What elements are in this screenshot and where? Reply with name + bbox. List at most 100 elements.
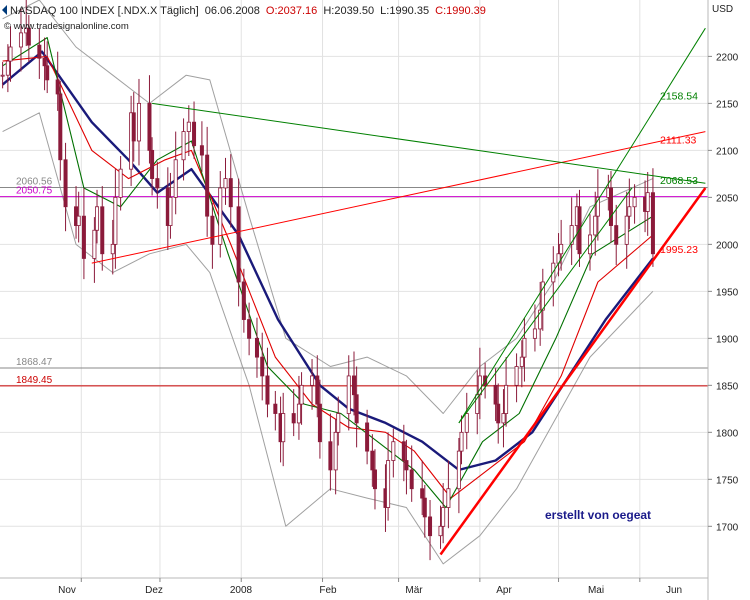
candle-body bbox=[205, 154, 210, 217]
candle bbox=[404, 439, 409, 495]
candle-body bbox=[236, 206, 241, 283]
candle-body bbox=[168, 196, 173, 226]
candle-body bbox=[493, 384, 498, 405]
candle-body bbox=[624, 215, 629, 245]
y-tick-label: 2050 bbox=[716, 193, 739, 204]
y-tick-label: 1800 bbox=[716, 428, 739, 439]
candle bbox=[265, 347, 270, 418]
candle-body bbox=[614, 225, 619, 245]
level-label: 1868.47 bbox=[16, 357, 53, 368]
candle-body bbox=[131, 112, 136, 142]
candle-body bbox=[438, 525, 443, 537]
candle-body bbox=[496, 403, 501, 424]
candle-body bbox=[464, 413, 469, 433]
candle bbox=[299, 372, 304, 425]
candle-body bbox=[372, 469, 377, 490]
trendline-label: 2158.54 bbox=[660, 90, 698, 102]
candle-body bbox=[532, 328, 537, 339]
candle bbox=[110, 219, 115, 275]
candle bbox=[113, 169, 118, 269]
candle-body bbox=[354, 394, 359, 424]
candle bbox=[493, 368, 498, 422]
candle bbox=[532, 304, 537, 352]
candle-body bbox=[228, 178, 233, 208]
candle bbox=[173, 131, 178, 215]
candle bbox=[650, 168, 655, 267]
candle-body bbox=[218, 187, 223, 245]
candle-body bbox=[37, 44, 42, 59]
candle bbox=[310, 359, 315, 410]
candle-body bbox=[110, 243, 115, 255]
candle-body bbox=[76, 215, 81, 226]
candle bbox=[441, 483, 446, 544]
candle bbox=[624, 191, 629, 269]
candle-body bbox=[391, 441, 396, 461]
candle-body bbox=[336, 413, 341, 433]
candle-body bbox=[422, 497, 427, 518]
candle bbox=[296, 375, 301, 440]
candle-body bbox=[8, 46, 13, 62]
y-tick-label: 2000 bbox=[716, 240, 739, 251]
candle bbox=[504, 357, 509, 427]
candle bbox=[95, 189, 100, 244]
candle-body bbox=[291, 413, 296, 424]
candle-body bbox=[538, 309, 543, 330]
candle-body bbox=[55, 79, 60, 95]
candle bbox=[595, 169, 600, 241]
y-axis: 1700 1750 1800 1850 1900 1950 2000 2050 2100 2150… bbox=[708, 52, 739, 533]
candle bbox=[475, 370, 480, 435]
candle-body bbox=[155, 178, 160, 189]
candle bbox=[192, 101, 197, 159]
trendline-label: 1995.23 bbox=[660, 244, 698, 256]
candle bbox=[181, 118, 186, 181]
candle bbox=[218, 171, 223, 258]
candle-body bbox=[186, 121, 191, 132]
candle bbox=[150, 137, 155, 196]
x-tick-label: Feb bbox=[319, 585, 337, 596]
header-watermark: © www.tradesignalonline.com bbox=[4, 21, 129, 32]
candle-body bbox=[593, 215, 598, 236]
candle-body bbox=[504, 384, 509, 414]
candle-body bbox=[45, 65, 50, 81]
candle bbox=[464, 392, 469, 450]
candle bbox=[540, 268, 545, 331]
candle-body bbox=[247, 319, 252, 339]
candle bbox=[136, 78, 141, 166]
candle-body bbox=[627, 206, 632, 217]
candle bbox=[559, 219, 564, 271]
candle bbox=[260, 332, 265, 401]
x-tick-label: 2008 bbox=[230, 585, 253, 596]
candle-body bbox=[559, 243, 564, 255]
bollinger-bands bbox=[2, 0, 654, 565]
candle bbox=[333, 419, 338, 495]
x-tick-label: Mär bbox=[405, 585, 423, 596]
candle-body bbox=[254, 337, 259, 358]
candle-body bbox=[265, 375, 270, 405]
candle-body bbox=[281, 413, 286, 443]
candle bbox=[496, 383, 501, 444]
trendline bbox=[152, 102, 706, 184]
header-low: L:1990.35 bbox=[380, 5, 429, 17]
candle bbox=[328, 413, 333, 491]
candle bbox=[593, 191, 598, 256]
candle-body bbox=[199, 145, 204, 156]
candle bbox=[401, 424, 406, 482]
candle-body bbox=[317, 403, 322, 443]
candle-body bbox=[296, 403, 301, 424]
candle bbox=[247, 302, 252, 356]
candle-body bbox=[351, 375, 356, 396]
y-tick-label: 1900 bbox=[716, 334, 739, 345]
candle-body bbox=[299, 384, 304, 405]
candle bbox=[37, 28, 42, 79]
candle bbox=[372, 449, 377, 510]
candle-body bbox=[113, 196, 118, 245]
candle bbox=[351, 351, 356, 416]
candle-body bbox=[475, 394, 480, 414]
candle-body bbox=[569, 225, 574, 245]
candle bbox=[614, 204, 619, 266]
candle bbox=[632, 184, 637, 224]
candle bbox=[459, 415, 464, 465]
candle bbox=[236, 178, 241, 307]
candle bbox=[409, 445, 414, 502]
candle-body bbox=[136, 102, 141, 142]
